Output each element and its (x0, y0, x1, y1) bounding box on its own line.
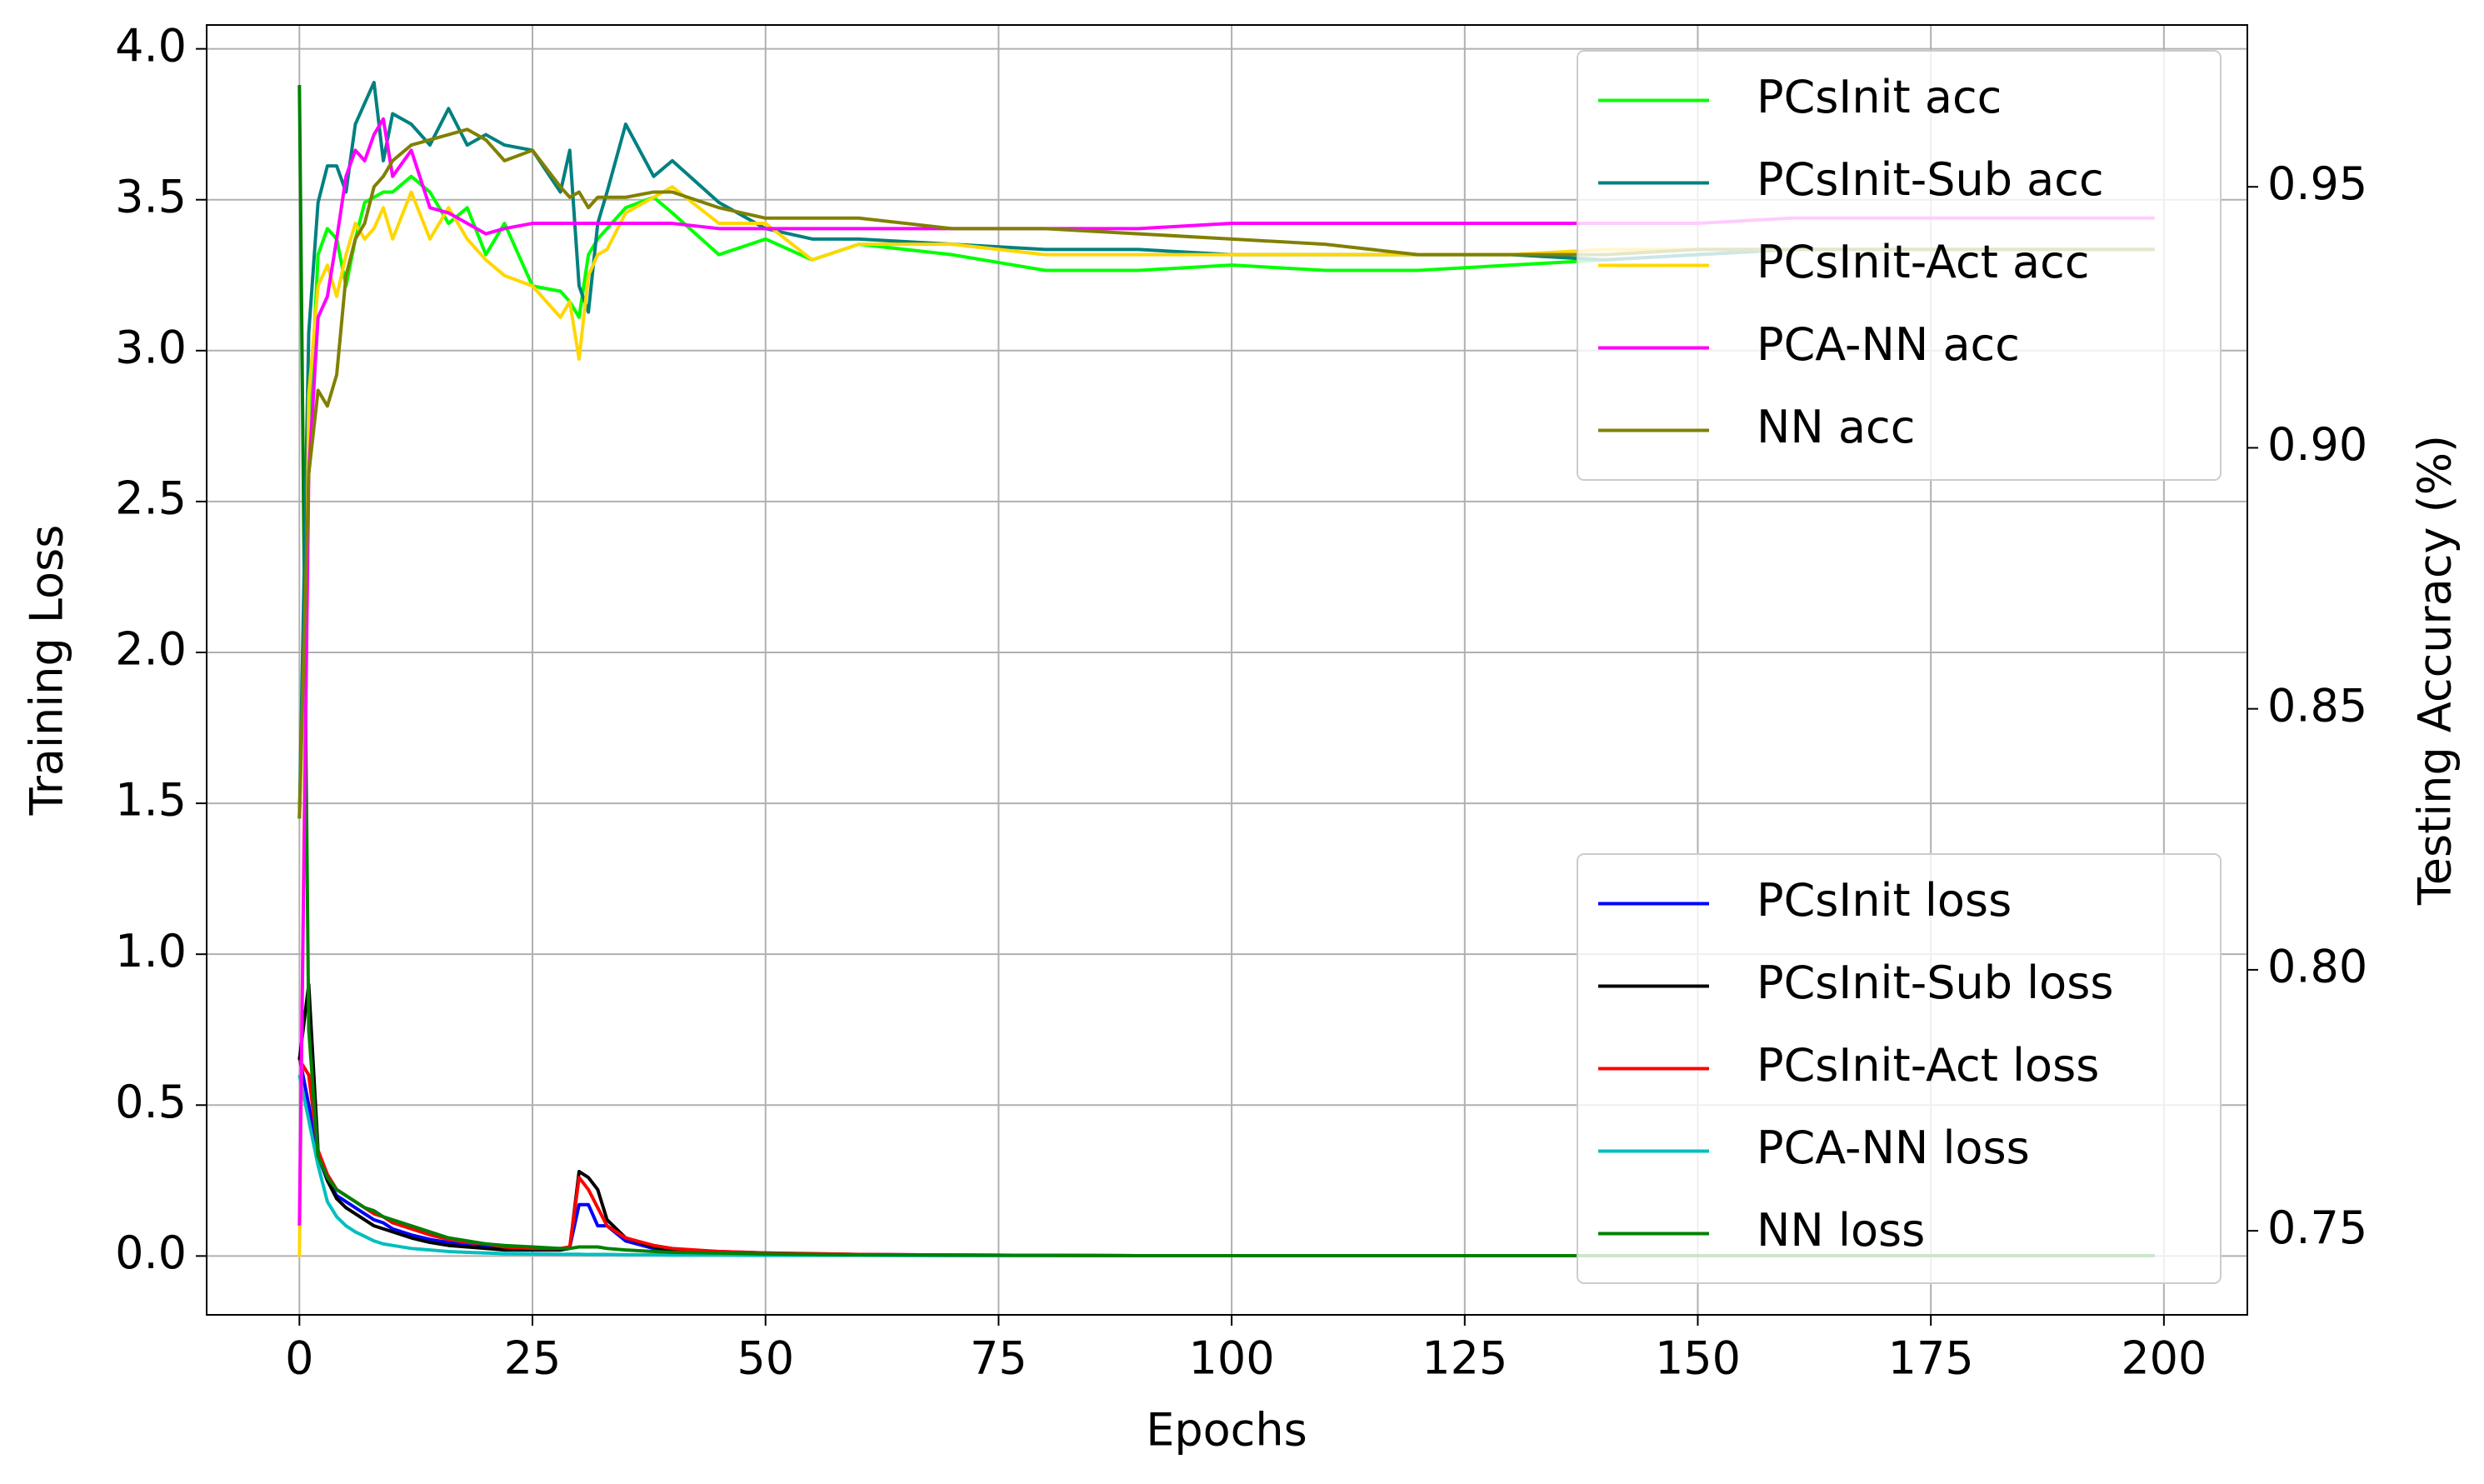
y-tick-label: 0.5 (115, 1076, 187, 1128)
y-tick-label: 1.0 (115, 925, 187, 977)
x-axis-label: Epochs (1146, 1404, 1307, 1457)
series-line (297, 127, 2155, 819)
y2-axis-label: Testing Accuracy (%) (2409, 435, 2462, 906)
x-tick-label: 25 (504, 1332, 562, 1385)
y-tick-label: 3.5 (115, 170, 187, 222)
y-tick-label: 2.5 (115, 472, 187, 525)
legend-label: PCsInit-Sub loss (1757, 957, 2113, 1009)
x-tick-label: 100 (1189, 1332, 1275, 1385)
x-tick-label: 150 (1655, 1332, 1741, 1385)
y-tick-label: 0.0 (115, 1227, 187, 1279)
y-tick-label: 4.0 (115, 19, 187, 72)
y-axis-label: Training Loss (21, 525, 73, 817)
series-line (297, 117, 2155, 1226)
y2-tick-label: 0.85 (2267, 679, 2367, 732)
x-tick-label: 175 (1888, 1332, 1974, 1385)
y-tick-label: 1.5 (115, 774, 187, 827)
series-line (297, 85, 2155, 1258)
x-tick-label: 200 (2121, 1332, 2207, 1385)
legend-label: NN loss (1757, 1204, 1925, 1257)
y2-tick-label: 0.95 (2267, 157, 2367, 210)
legend-label: PCsInit loss (1757, 874, 2012, 927)
legend-box (1577, 853, 2222, 1284)
y2-tick-label: 0.75 (2267, 1202, 2367, 1254)
x-tick-label: 50 (737, 1332, 794, 1385)
x-tick-label: 75 (970, 1332, 1027, 1385)
y2-tick-label: 0.90 (2267, 418, 2367, 471)
x-tick-label: 0 (285, 1332, 313, 1385)
legend-box (1577, 50, 2222, 481)
y2-tick-label: 0.80 (2267, 941, 2367, 993)
legend-label: PCsInit-Act loss (1757, 1039, 2099, 1092)
legend-label: PCsInit-Act acc (1757, 236, 2090, 288)
y-tick-label: 3.0 (115, 321, 187, 373)
y-tick-label: 2.0 (115, 623, 187, 676)
legend-label: PCA-NN loss (1757, 1122, 2030, 1174)
legend-label: PCsInit acc (1757, 71, 2002, 123)
legend-label: PCsInit-Sub acc (1757, 153, 2104, 206)
legend-label: PCA-NN acc (1757, 318, 2020, 371)
axes-frame (206, 24, 2248, 1316)
x-tick-label: 125 (1422, 1332, 1507, 1385)
plot-area (297, 80, 2155, 1258)
legend-label: NN acc (1757, 401, 1915, 453)
